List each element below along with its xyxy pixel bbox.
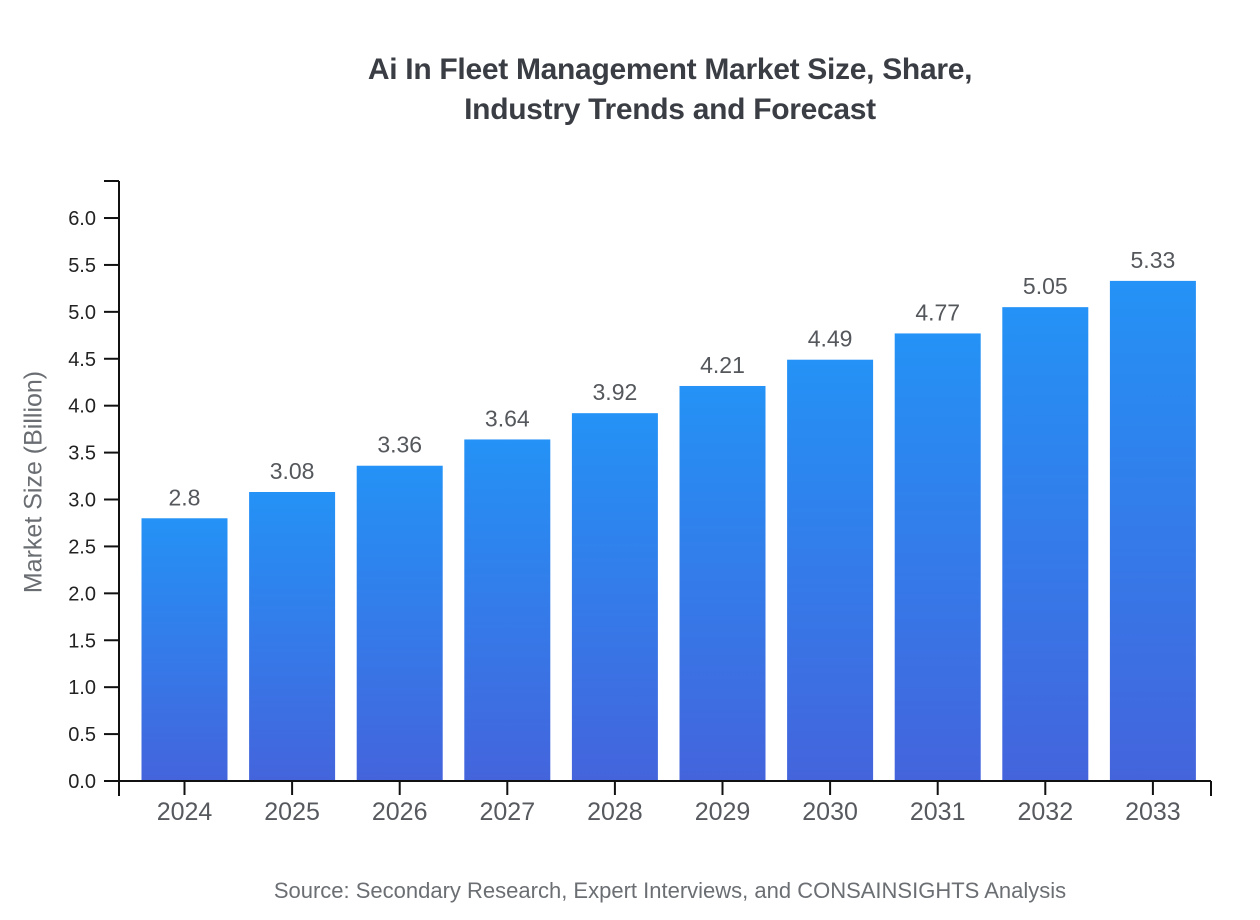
y-tick-label: 6.0 <box>68 208 96 230</box>
bar <box>679 385 766 781</box>
x-category-label: 2031 <box>910 798 966 826</box>
bar-value-label: 3.08 <box>270 458 315 484</box>
x-category-label: 2029 <box>695 798 751 826</box>
y-tick-label: 5.0 <box>68 302 96 324</box>
x-category-label: 2025 <box>264 798 320 826</box>
y-tick-label: 0.5 <box>68 724 96 746</box>
chart-title: Ai In Fleet Management Market Size, Shar… <box>367 53 973 126</box>
bar <box>894 333 981 781</box>
bar-value-label: 4.21 <box>700 352 745 378</box>
x-category-label: 2030 <box>802 798 858 826</box>
y-tick-label: 4.0 <box>68 396 96 418</box>
bar <box>571 413 658 781</box>
y-tick-label: 2.5 <box>68 536 96 558</box>
y-tick-label: 0.0 <box>68 771 96 793</box>
bar <box>249 492 336 781</box>
bar <box>356 465 443 781</box>
bar-value-label: 3.36 <box>377 432 422 458</box>
bar-value-label: 5.33 <box>1131 247 1176 273</box>
y-tick-label: 2.0 <box>68 583 96 605</box>
bar-value-label: 2.8 <box>169 484 201 510</box>
bar-value-label: 4.49 <box>808 326 853 352</box>
bar-value-label: 5.05 <box>1023 273 1068 299</box>
y-tick-label: 1.5 <box>68 630 96 652</box>
y-tick-label: 5.5 <box>68 255 96 277</box>
x-category-label: 2027 <box>479 798 535 826</box>
bar-value-label: 4.77 <box>915 299 960 325</box>
y-tick-label: 3.0 <box>68 490 96 512</box>
y-tick-label: 3.5 <box>68 443 96 465</box>
x-category-label: 2032 <box>1017 798 1073 826</box>
x-category-label: 2024 <box>157 798 213 826</box>
x-category-label: 2028 <box>587 798 643 826</box>
bar <box>787 359 874 781</box>
source-attribution: Source: Secondary Research, Expert Inter… <box>273 878 1067 903</box>
bar <box>1109 280 1196 781</box>
bar <box>141 518 228 781</box>
x-category-label: 2033 <box>1125 798 1181 826</box>
bar-value-label: 3.92 <box>593 379 638 405</box>
y-tick-label: 4.5 <box>68 349 96 371</box>
bar <box>1002 307 1089 781</box>
bar <box>464 439 551 781</box>
y-tick-label: 1.0 <box>68 677 96 699</box>
bar-value-label: 3.64 <box>485 405 530 431</box>
x-category-label: 2026 <box>372 798 428 826</box>
